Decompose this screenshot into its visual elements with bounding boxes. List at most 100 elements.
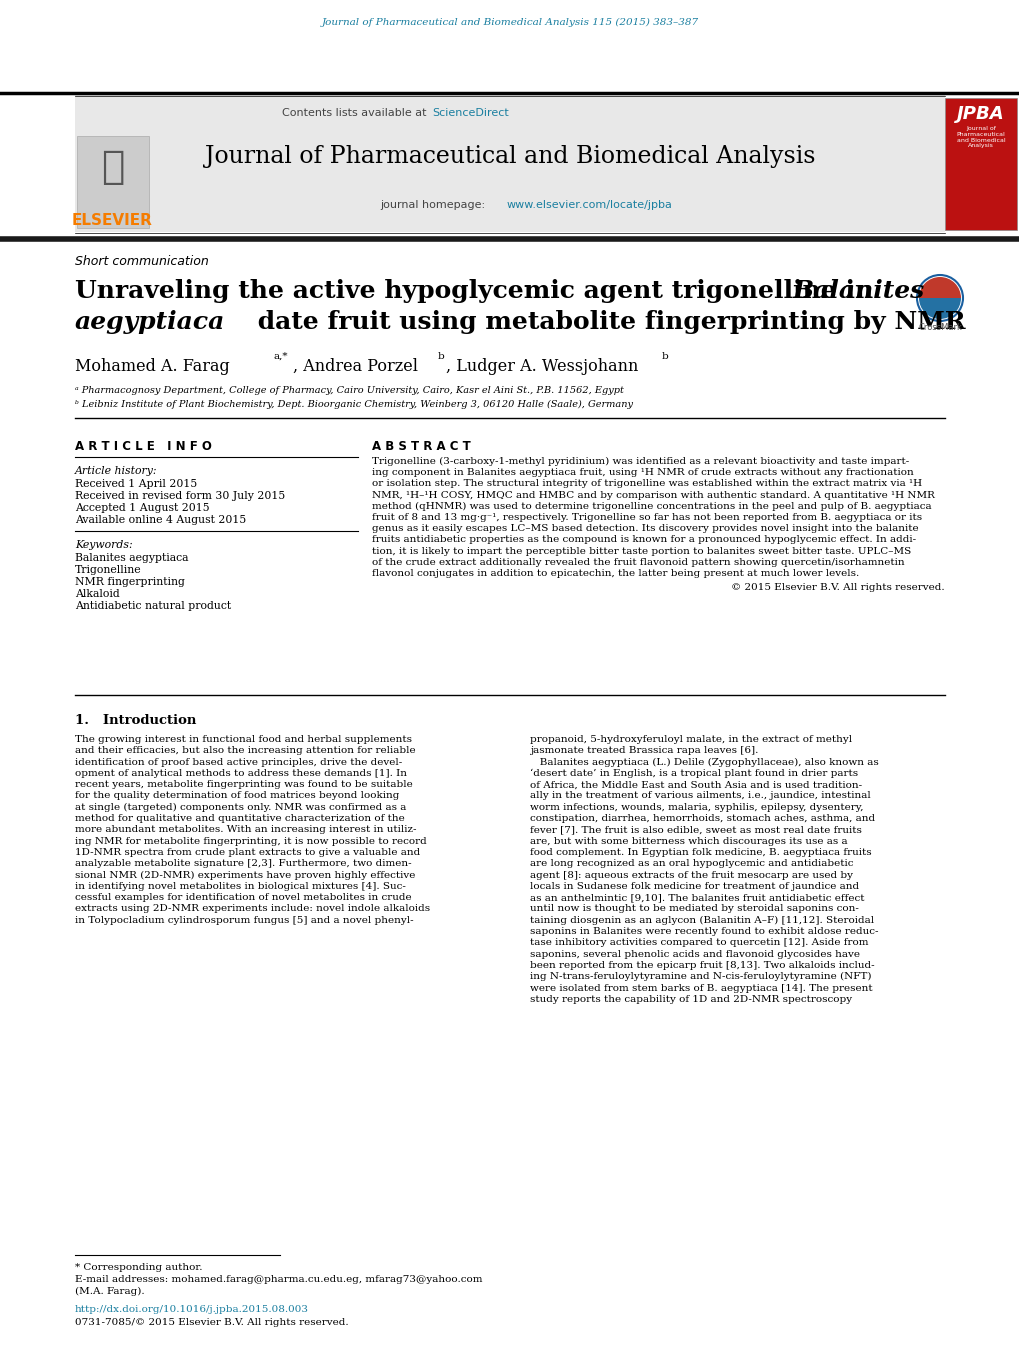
Text: method for qualitative and quantitative characterization of the: method for qualitative and quantitative … [75,815,405,823]
Text: Balanites: Balanites [792,280,924,303]
Text: sional NMR (2D-NMR) experiments have proven highly effective: sional NMR (2D-NMR) experiments have pro… [75,870,415,880]
Text: Available online 4 August 2015: Available online 4 August 2015 [75,515,246,526]
Text: opment of analytical methods to address these demands [1]. In: opment of analytical methods to address … [75,769,407,778]
Text: and their efficacies, but also the increasing attention for reliable: and their efficacies, but also the incre… [75,746,415,755]
Text: flavonol conjugates in addition to epicatechin, the latter being present at much: flavonol conjugates in addition to epica… [372,569,858,578]
Text: ᵃ Pharmacognosy Department, College of Pharmacy, Cairo University, Cairo, Kasr e: ᵃ Pharmacognosy Department, College of P… [75,386,624,394]
Text: identification of proof based active principles, drive the devel-: identification of proof based active pri… [75,758,401,766]
Text: Article history:: Article history: [75,466,157,476]
Text: food complement. In Egyptian folk medicine, B. aegyptiaca fruits: food complement. In Egyptian folk medici… [530,848,871,857]
Text: CrossMark: CrossMark [917,323,961,332]
Text: JPBA: JPBA [956,105,1004,123]
Text: Journal of Pharmaceutical and Biomedical Analysis: Journal of Pharmaceutical and Biomedical… [205,145,814,168]
Text: A R T I C L E   I N F O: A R T I C L E I N F O [75,440,212,453]
Text: Trigonelline: Trigonelline [75,565,142,576]
Text: tion, it is likely to impart the perceptible bitter taste portion to balanites s: tion, it is likely to impart the percept… [372,547,910,555]
Text: until now is thought to be mediated by steroidal saponins con-: until now is thought to be mediated by s… [530,905,858,913]
Text: , Ludger A. Wessjohann: , Ludger A. Wessjohann [445,358,638,376]
Text: of Africa, the Middle East and South Asia and is used tradition-: of Africa, the Middle East and South Asi… [530,780,861,789]
Text: Alkaloid: Alkaloid [75,589,119,598]
Text: saponins, several phenolic acids and flavonoid glycosides have: saponins, several phenolic acids and fla… [530,950,859,959]
Text: Journal of Pharmaceutical and Biomedical Analysis 115 (2015) 383–387: Journal of Pharmaceutical and Biomedical… [321,18,698,27]
Text: Short communication: Short communication [75,255,209,267]
Text: are, but with some bitterness which discourages its use as a: are, but with some bitterness which disc… [530,836,847,846]
Text: propanoid, 5-hydroxyferuloyl malate, in the extract of methyl: propanoid, 5-hydroxyferuloyl malate, in … [530,735,851,744]
Text: E-mail addresses: mohamed.farag@pharma.cu.edu.eg, mfarag73@yahoo.com: E-mail addresses: mohamed.farag@pharma.c… [75,1275,482,1283]
Wedge shape [918,299,960,319]
Text: agent [8]: aqueous extracts of the fruit mesocarp are used by: agent [8]: aqueous extracts of the fruit… [530,870,852,880]
Text: for the quality determination of food matrices beyond looking: for the quality determination of food ma… [75,792,399,801]
Text: Trigonelline (3-carboxy-1-methyl pyridinium) was identified as a relevant bioact: Trigonelline (3-carboxy-1-methyl pyridin… [372,457,908,466]
Text: recent years, metabolite fingerprinting was found to be suitable: recent years, metabolite fingerprinting … [75,780,413,789]
Text: jasmonate treated Brassica rapa leaves [6].: jasmonate treated Brassica rapa leaves [… [530,746,758,755]
Text: Keywords:: Keywords: [75,540,132,550]
Text: or isolation step. The structural integrity of trigonelline was established with: or isolation step. The structural integr… [372,480,921,489]
Text: Contents lists available at: Contents lists available at [281,108,430,118]
Text: Received 1 April 2015: Received 1 April 2015 [75,480,197,489]
Text: NMR, ¹H–¹H COSY, HMQC and HMBC and by comparison with authentic standard. A quan: NMR, ¹H–¹H COSY, HMQC and HMBC and by co… [372,490,934,500]
Text: at single (targeted) components only. NMR was confirmed as a: at single (targeted) components only. NM… [75,802,406,812]
Text: b: b [437,353,444,361]
Circle shape [916,276,962,322]
FancyBboxPatch shape [944,99,1016,230]
Text: ing component in Balanites aegyptiaca fruit, using ¹H NMR of crude extracts with: ing component in Balanites aegyptiaca fr… [372,469,913,477]
Text: aegyptiaca: aegyptiaca [75,309,225,334]
Text: © 2015 Elsevier B.V. All rights reserved.: © 2015 Elsevier B.V. All rights reserved… [731,584,944,592]
Text: in Tolypocladium cylindrosporum fungus [5] and a novel phenyl-: in Tolypocladium cylindrosporum fungus [… [75,916,414,925]
Text: , Andrea Porzel: , Andrea Porzel [292,358,418,376]
Text: saponins in Balanites were recently found to exhibit aldose reduc-: saponins in Balanites were recently foun… [530,927,877,936]
Text: journal homepage:: journal homepage: [380,200,491,209]
Text: 0731-7085/© 2015 Elsevier B.V. All rights reserved.: 0731-7085/© 2015 Elsevier B.V. All right… [75,1319,348,1327]
Text: ScienceDirect: ScienceDirect [432,108,508,118]
Text: NMR fingerprinting: NMR fingerprinting [75,577,184,586]
Text: in identifying novel metabolites in biological mixtures [4]. Suc-: in identifying novel metabolites in biol… [75,882,406,890]
Text: are long recognized as an oral hypoglycemic and antidiabetic: are long recognized as an oral hypoglyce… [530,859,853,869]
Text: ing N-trans-feruloylytyramine and N-cis-feruloylytyramine (NFT): ing N-trans-feruloylytyramine and N-cis-… [530,973,870,981]
Text: extracts using 2D-NMR experiments include: novel indole alkaloids: extracts using 2D-NMR experiments includ… [75,905,430,913]
Text: ing NMR for metabolite fingerprinting, it is now possible to record: ing NMR for metabolite fingerprinting, i… [75,836,426,846]
Text: taining diosgenin as an aglycon (Balanitin A–F) [11,12]. Steroidal: taining diosgenin as an aglycon (Balanit… [530,916,873,925]
Text: Balanites aegyptiaca: Balanites aegyptiaca [75,553,189,563]
Text: ‘desert date’ in English, is a tropical plant found in drier parts: ‘desert date’ in English, is a tropical … [530,769,857,778]
Text: Received in revised form 30 July 2015: Received in revised form 30 July 2015 [75,490,285,501]
Text: tase inhibitory activities compared to quercetin [12]. Aside from: tase inhibitory activities compared to q… [530,939,867,947]
FancyBboxPatch shape [76,136,149,228]
Text: were isolated from stem barks of B. aegyptiaca [14]. The present: were isolated from stem barks of B. aegy… [530,984,872,993]
Text: date fruit using metabolite fingerprinting by NMR: date fruit using metabolite fingerprinti… [249,309,965,334]
Text: been reported from the epicarp fruit [8,13]. Two alkaloids includ-: been reported from the epicarp fruit [8,… [530,961,873,970]
Text: as an anthelmintic [9,10]. The balanites fruit antidiabetic effect: as an anthelmintic [9,10]. The balanites… [530,893,864,902]
Text: A B S T R A C T: A B S T R A C T [372,440,471,453]
Text: * Corresponding author.: * Corresponding author. [75,1263,203,1273]
Text: fruit of 8 and 13 mg·g⁻¹, respectively. Trigonelline so far has not been reporte: fruit of 8 and 13 mg·g⁻¹, respectively. … [372,513,921,521]
Text: Balanites aegyptiaca (L.) Delile (Zygophyllaceae), also known as: Balanites aegyptiaca (L.) Delile (Zygoph… [530,758,878,767]
Text: constipation, diarrhea, hemorrhoids, stomach aches, asthma, and: constipation, diarrhea, hemorrhoids, sto… [530,815,874,823]
Text: 🌳: 🌳 [101,149,124,186]
Text: 1.   Introduction: 1. Introduction [75,713,197,727]
Text: http://dx.doi.org/10.1016/j.jpba.2015.08.003: http://dx.doi.org/10.1016/j.jpba.2015.08… [75,1305,309,1315]
Wedge shape [918,277,960,299]
Text: ELSEVIER: ELSEVIER [71,213,152,228]
Text: 1D-NMR spectra from crude plant extracts to give a valuable and: 1D-NMR spectra from crude plant extracts… [75,848,420,857]
Text: study reports the capability of 1D and 2D-NMR spectroscopy: study reports the capability of 1D and 2… [530,994,851,1004]
Text: b: b [661,353,668,361]
Text: worm infections, wounds, malaria, syphilis, epilepsy, dysentery,: worm infections, wounds, malaria, syphil… [530,802,863,812]
Text: fruits antidiabetic properties as the compound is known for a pronounced hypogly: fruits antidiabetic properties as the co… [372,535,915,544]
Text: ᵇ Leibniz Institute of Plant Biochemistry, Dept. Bioorganic Chemistry, Weinberg : ᵇ Leibniz Institute of Plant Biochemistr… [75,400,633,409]
Text: method (qHNMR) was used to determine trigonelline concentrations in the peel and: method (qHNMR) was used to determine tri… [372,501,930,511]
FancyBboxPatch shape [75,95,944,232]
Text: genus as it easily escapes LC–MS based detection. Its discovery provides novel i: genus as it easily escapes LC–MS based d… [372,524,918,534]
Text: ally in the treatment of various ailments, i.e., jaundice, intestinal: ally in the treatment of various ailment… [530,792,870,801]
Text: Mohamed A. Farag: Mohamed A. Farag [75,358,229,376]
Text: cessful examples for identification of novel metabolites in crude: cessful examples for identification of n… [75,893,412,902]
Text: analyzable metabolite signature [2,3]. Furthermore, two dimen-: analyzable metabolite signature [2,3]. F… [75,859,412,869]
Text: www.elsevier.com/locate/jpba: www.elsevier.com/locate/jpba [506,200,673,209]
Text: of the crude extract additionally revealed the fruit flavonoid pattern showing q: of the crude extract additionally reveal… [372,558,904,567]
Text: Accepted 1 August 2015: Accepted 1 August 2015 [75,503,210,513]
Text: (M.A. Farag).: (M.A. Farag). [75,1288,145,1296]
Text: The growing interest in functional food and herbal supplements: The growing interest in functional food … [75,735,412,744]
Text: Journal of
Pharmaceutical
and Biomedical
Analysis: Journal of Pharmaceutical and Biomedical… [956,126,1005,149]
Text: a,*: a,* [274,353,288,361]
Text: Antidiabetic natural product: Antidiabetic natural product [75,601,231,611]
Text: more abundant metabolites. With an increasing interest in utiliz-: more abundant metabolites. With an incre… [75,825,416,835]
Text: Unraveling the active hypoglycemic agent trigonelline in: Unraveling the active hypoglycemic agent… [75,280,881,303]
